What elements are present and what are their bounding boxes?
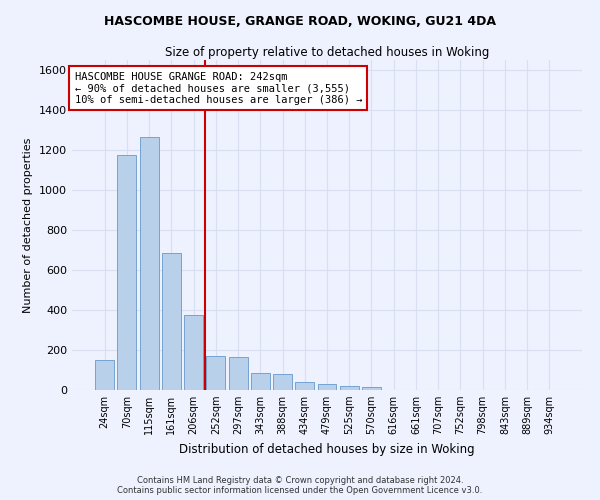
Bar [251,373,270,390]
Bar [95,360,114,390]
Bar [229,357,248,390]
Y-axis label: Number of detached properties: Number of detached properties [23,138,34,312]
Text: Contains HM Land Registry data © Crown copyright and database right 2024.
Contai: Contains HM Land Registry data © Crown c… [118,476,482,495]
X-axis label: Distribution of detached houses by size in Woking: Distribution of detached houses by size … [179,442,475,456]
Bar [273,374,292,390]
Bar [140,137,158,390]
Bar [295,382,314,390]
Title: Size of property relative to detached houses in Woking: Size of property relative to detached ho… [165,46,489,59]
Bar [184,315,203,390]
Bar [340,386,359,390]
Bar [362,388,381,390]
Bar [317,384,337,390]
Bar [118,155,136,390]
Bar [206,356,225,390]
Text: HASCOMBE HOUSE GRANGE ROAD: 242sqm
← 90% of detached houses are smaller (3,555)
: HASCOMBE HOUSE GRANGE ROAD: 242sqm ← 90%… [74,72,362,105]
Text: HASCOMBE HOUSE, GRANGE ROAD, WOKING, GU21 4DA: HASCOMBE HOUSE, GRANGE ROAD, WOKING, GU2… [104,15,496,28]
Bar [162,253,181,390]
